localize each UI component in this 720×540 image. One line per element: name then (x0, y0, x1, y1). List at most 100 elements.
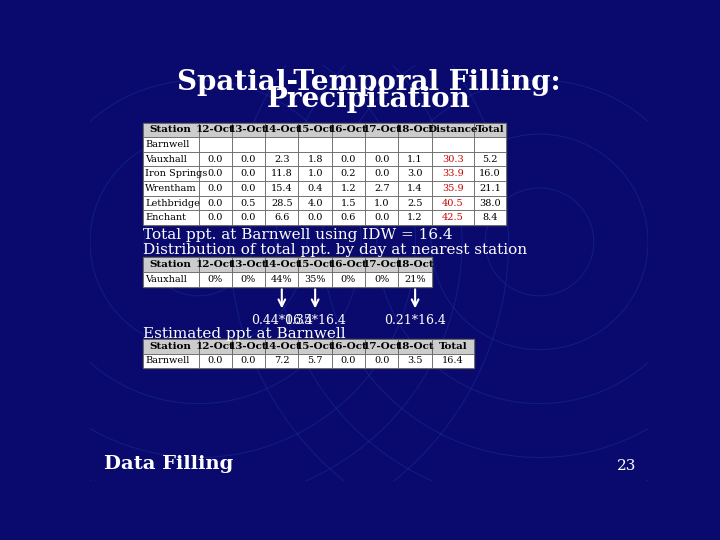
Bar (232, 354, 265, 368)
Bar (332, 123, 365, 137)
Text: 1.2: 1.2 (341, 184, 356, 193)
Text: 0.6: 0.6 (341, 213, 356, 222)
Text: 0.35*16.4: 0.35*16.4 (284, 314, 346, 327)
Text: 1.4: 1.4 (408, 184, 423, 193)
Text: 38.0: 38.0 (479, 199, 500, 207)
Text: 5.2: 5.2 (482, 154, 498, 164)
Text: 11.8: 11.8 (271, 169, 293, 178)
Bar (232, 123, 265, 137)
Text: 0.4: 0.4 (307, 184, 323, 193)
Text: Distribution of total ppt. by day at nearest station: Distribution of total ppt. by day at nea… (143, 244, 527, 258)
Bar (232, 195, 265, 211)
Bar (398, 166, 432, 181)
Bar (432, 354, 474, 368)
Bar (199, 272, 232, 287)
Bar (299, 210, 332, 225)
Text: 44%: 44% (271, 275, 292, 284)
Text: 0.0: 0.0 (207, 184, 223, 193)
Bar (265, 123, 299, 137)
Text: 0.5: 0.5 (240, 199, 256, 207)
Text: 0.0: 0.0 (207, 356, 223, 366)
Bar (432, 210, 474, 225)
Text: 18-Oct: 18-Oct (396, 260, 434, 269)
Text: 17-Oct: 17-Oct (362, 125, 401, 134)
Text: 0.21*16.4: 0.21*16.4 (384, 314, 446, 327)
Text: 0.0: 0.0 (307, 213, 323, 222)
Text: 0%: 0% (207, 275, 222, 284)
Text: 35.9: 35.9 (442, 184, 464, 193)
Text: Enchant: Enchant (145, 213, 186, 222)
Text: 0.0: 0.0 (207, 199, 223, 207)
Bar (199, 195, 232, 211)
Text: 16.0: 16.0 (479, 169, 500, 178)
Bar (265, 210, 299, 225)
Text: 15-Oct: 15-Oct (296, 342, 335, 351)
Bar (332, 339, 365, 354)
Bar (265, 152, 299, 166)
Text: 0.0: 0.0 (374, 213, 390, 222)
Bar (299, 181, 332, 195)
Bar (474, 152, 506, 166)
Text: 0.0: 0.0 (374, 356, 390, 366)
Bar (199, 354, 232, 368)
Text: Total ppt. at Barnwell using IDW = 16.4: Total ppt. at Barnwell using IDW = 16.4 (143, 228, 452, 242)
Bar (232, 152, 265, 166)
Bar (265, 272, 299, 287)
Bar (474, 195, 506, 211)
Bar (265, 166, 299, 181)
Bar (232, 257, 265, 272)
Text: Estimated ppt at Barnwell: Estimated ppt at Barnwell (143, 327, 346, 341)
Text: 35%: 35% (305, 275, 326, 284)
Text: Wrentham: Wrentham (145, 184, 197, 193)
Bar (432, 181, 474, 195)
Text: 0%: 0% (374, 275, 390, 284)
Bar (474, 166, 506, 181)
Bar (332, 166, 365, 181)
Bar (332, 195, 365, 211)
Bar (365, 181, 398, 195)
Bar (199, 257, 232, 272)
Bar (398, 257, 432, 272)
Text: 0.0: 0.0 (240, 184, 256, 193)
Bar (299, 137, 332, 152)
Text: 1.0: 1.0 (374, 199, 390, 207)
Bar (332, 257, 365, 272)
Bar (299, 123, 332, 137)
Bar (474, 137, 506, 152)
Bar (299, 195, 332, 211)
Bar (365, 137, 398, 152)
Text: 42.5: 42.5 (442, 213, 464, 222)
Text: 0.0: 0.0 (240, 356, 256, 366)
Bar (365, 339, 398, 354)
Bar (143, 195, 199, 211)
Text: 0.0: 0.0 (341, 356, 356, 366)
Bar (265, 181, 299, 195)
Bar (265, 195, 299, 211)
Bar (432, 137, 474, 152)
Text: 14-Oct: 14-Oct (263, 125, 301, 134)
Text: Station: Station (150, 125, 192, 134)
Text: 2.3: 2.3 (274, 154, 289, 164)
Text: 0.0: 0.0 (207, 169, 223, 178)
Bar (365, 166, 398, 181)
Text: Lethbridge: Lethbridge (145, 199, 200, 207)
Text: 0.0: 0.0 (240, 154, 256, 164)
Bar (143, 152, 199, 166)
Text: Data Filling: Data Filling (104, 455, 233, 473)
Text: 1.1: 1.1 (408, 154, 423, 164)
Text: 21%: 21% (405, 275, 426, 284)
Bar (332, 272, 365, 287)
Text: 1.0: 1.0 (307, 169, 323, 178)
Text: 18-Oct: 18-Oct (396, 342, 434, 351)
Text: 16-Oct: 16-Oct (329, 260, 368, 269)
Text: 2.5: 2.5 (408, 199, 423, 207)
Text: 0.0: 0.0 (207, 154, 223, 164)
Text: 13-Oct: 13-Oct (229, 260, 268, 269)
Bar (143, 257, 432, 287)
Bar (143, 166, 199, 181)
Bar (299, 354, 332, 368)
Text: 12-Oct: 12-Oct (196, 260, 235, 269)
Text: 1.8: 1.8 (307, 154, 323, 164)
Bar (332, 181, 365, 195)
Text: 13-Oct: 13-Oct (229, 125, 268, 134)
